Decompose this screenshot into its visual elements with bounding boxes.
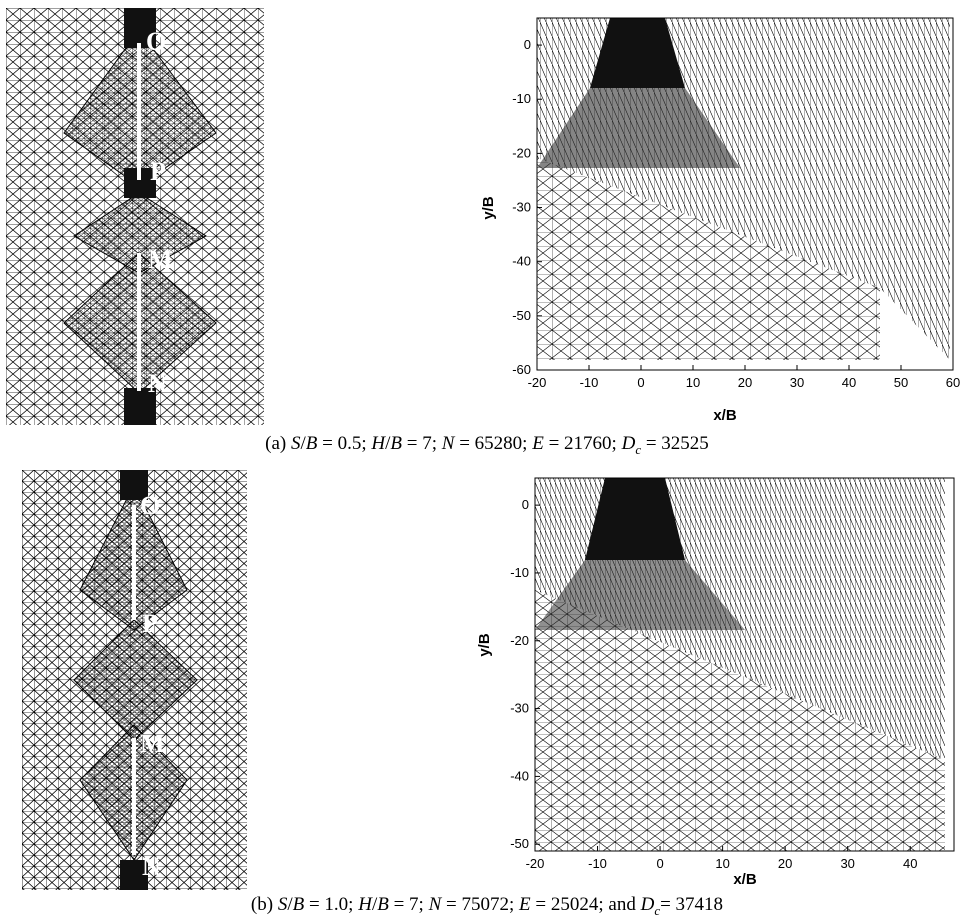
figure-b-ylabel: y/B <box>476 633 493 657</box>
figure-a-axes: -20 -10 0 10 20 30 40 50 60 0 -10 -20 -30 -40 -50 -60 <box>512 37 960 390</box>
figure-a-xlabel: x/B <box>713 407 737 424</box>
label-n-b: N <box>142 852 161 881</box>
figure-b-ytick-label: -10 <box>510 565 529 580</box>
figure-b-xtick-label: 40 <box>903 856 917 871</box>
figure-b-ytick-label: 0 <box>522 497 529 512</box>
figure-a-xtick-label: 10 <box>686 375 700 390</box>
figure-a-ytick-label: -40 <box>512 254 531 269</box>
figure-b-xtick-label: 20 <box>778 856 792 871</box>
label-p: P <box>150 157 166 186</box>
label-o: O <box>146 27 166 56</box>
figure-a-xtick-label: 60 <box>946 375 960 390</box>
figure-b-xtick-label: -10 <box>588 856 607 871</box>
label-m: M <box>148 245 173 274</box>
figure-b-ytick-label: -50 <box>510 836 529 851</box>
figure-b-ytick-label: -40 <box>510 768 529 783</box>
figure-b-xlabel: x/B <box>733 871 757 888</box>
figure-a-left-mesh-svg: O P M N <box>6 8 264 425</box>
label-m-b: M <box>140 729 165 758</box>
figure-a-ytick-label: -50 <box>512 308 531 323</box>
figure-a-chart-svg: -20 -10 0 10 20 30 40 50 60 0 -10 -20 -30 -40 -50 -60 x… <box>480 17 960 424</box>
figure-a-ytick-label: 0 <box>524 37 531 52</box>
label-o-b: O <box>140 491 160 520</box>
figure-b-xtick-label: 10 <box>715 856 729 871</box>
figure-a-left-mesh: O P M N <box>6 8 264 425</box>
figure-b-xtick-label: -20 <box>526 856 545 871</box>
figure-a-xtick-label: 30 <box>790 375 804 390</box>
figure-a-caption: (a) S/B = 0.5; H/B = 7; N = 65280; E = 2… <box>265 433 709 457</box>
figure-a-xtick-label: 50 <box>894 375 908 390</box>
label-p-b: P <box>142 609 158 638</box>
figure-b-xtick-label: 0 <box>656 856 663 871</box>
figure-b-axes: -20 -10 0 10 20 30 40 0 -10 -20 -30 -40 -50 <box>510 497 917 871</box>
figure-a-xtick-label: -10 <box>580 375 599 390</box>
figure-b-chart: -20 -10 0 10 20 30 40 0 -10 -20 -30 -40 -50 x/B y/B <box>455 470 974 890</box>
figure-b-ytick-label: -20 <box>510 633 529 648</box>
figure-a-ylabel: y/B <box>480 196 497 220</box>
label-n: N <box>148 369 167 398</box>
figure-a-ytick-label: -10 <box>512 91 531 106</box>
figure-a-xtick-label: -20 <box>528 375 547 390</box>
figure-a-ytick-label: -20 <box>512 145 531 160</box>
figure-a-xtick-label: 40 <box>842 375 856 390</box>
figure-b-ytick-label: -30 <box>510 701 529 716</box>
figure-b-caption: (b) S/B = 1.0; H/B = 7; N = 75072; E = 2… <box>250 894 724 918</box>
figure-b-left-mesh-svg: O P M N <box>22 470 247 890</box>
figure-a-ytick-label: -30 <box>512 200 531 215</box>
figure-a-ytick-label: -60 <box>512 362 531 377</box>
figure-b-left-mesh: O P M N <box>22 470 247 890</box>
figure-b-xtick-label: 30 <box>840 856 854 871</box>
figure-a-chart: -20 -10 0 10 20 30 40 50 60 0 -10 -20 -30 -40 -50 -60 x… <box>480 8 974 428</box>
figure-a-xtick-label: 20 <box>738 375 752 390</box>
figure-a-xtick-label: 0 <box>637 375 644 390</box>
figure-b-chart-svg: -20 -10 0 10 20 30 40 0 -10 -20 -30 -40 -50 x/B y/B <box>476 477 955 888</box>
